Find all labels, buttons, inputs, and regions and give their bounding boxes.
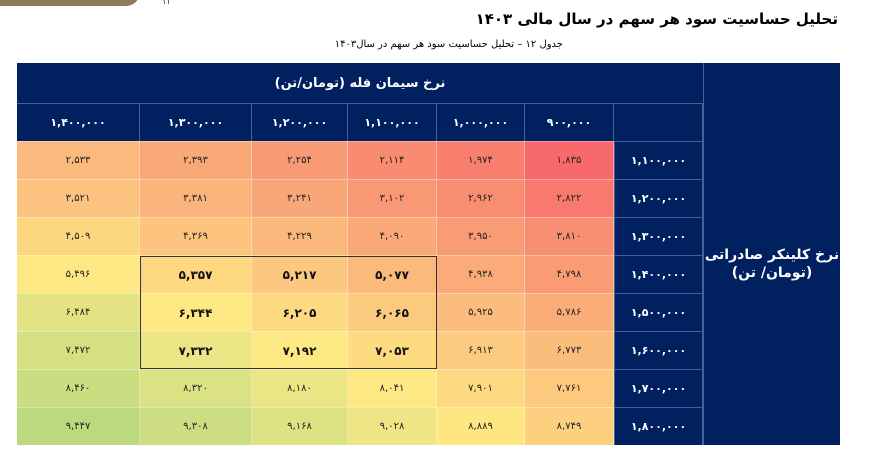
table-cell: ۶,۳۴۴ (140, 293, 252, 331)
table-cell: ۸,۳۲۰ (140, 369, 252, 407)
row-header: ۱,۳۰۰,۰۰۰ (614, 217, 703, 255)
column-header: ۱,۰۰۰,۰۰۰ (437, 104, 525, 141)
table-cell: ۴,۹۳۸ (437, 255, 525, 293)
row-header: ۱,۶۰۰,۰۰۰ (614, 331, 703, 369)
row-group-header: نرخ کلینکر صادراتی (تومان/ تن) (703, 103, 840, 445)
row-header: ۱,۴۰۰,۰۰۰ (614, 255, 703, 293)
table-cell: ۴,۷۹۸ (525, 255, 614, 293)
row-header: ۱,۸۰۰,۰۰۰ (614, 407, 703, 445)
row-group-unit: (تومان/ تن) (731, 265, 813, 281)
table-caption: جدول ۱۲ – تحلیل حساسیت سود هر سهم در سال… (334, 39, 563, 50)
table-cell: ۶,۹۱۳ (437, 331, 525, 369)
table-cell: ۷,۹۰۱ (437, 369, 525, 407)
row-header: ۱,۲۰۰,۰۰۰ (614, 179, 703, 217)
table-cell: ۲,۸۲۲ (525, 179, 614, 217)
table-cell: ۵,۹۲۵ (437, 293, 525, 331)
table-cell: ۱,۸۳۵ (525, 141, 614, 179)
column-header: ۱,۲۰۰,۰۰۰ (252, 104, 348, 141)
page-header-tab (0, 0, 140, 6)
table-cell: ۶,۰۶۵ (348, 293, 437, 331)
table-cell: ۸,۸۸۹ (437, 407, 525, 445)
table-cell: ۵,۳۵۷ (140, 255, 252, 293)
table-cell: ۸,۱۸۰ (252, 369, 348, 407)
table-cell: ۳,۱۰۲ (348, 179, 437, 217)
table-cell: ۵,۲۱۷ (252, 255, 348, 293)
table-cell: ۹,۰۲۸ (348, 407, 437, 445)
table-cell: ۲,۳۹۳ (140, 141, 252, 179)
table-cell: ۹,۳۰۸ (140, 407, 252, 445)
table-cell: ۴,۵۰۹ (17, 217, 140, 255)
table-cell: ۱,۹۷۴ (437, 141, 525, 179)
column-header: ۱,۳۰۰,۰۰۰ (140, 104, 252, 141)
table-cell: ۹,۱۶۸ (252, 407, 348, 445)
table-cell: ۷,۴۷۲ (17, 331, 140, 369)
corner-header (703, 63, 841, 103)
row-header: ۱,۱۰۰,۰۰۰ (614, 141, 703, 179)
table-cell: ۲,۲۵۴ (252, 141, 348, 179)
page-title: تحلیل حساسیت سود هر سهم در سال مالی ۱۴۰۳ (475, 10, 838, 28)
table-cell: ۳,۳۸۱ (140, 179, 252, 217)
table-cell: ۲,۵۳۳ (17, 141, 140, 179)
table-cell: ۷,۳۳۲ (140, 331, 252, 369)
row-header-corner (614, 104, 703, 141)
table-cell: ۸,۷۴۹ (525, 407, 614, 445)
table-cell: ۵,۷۸۶ (525, 293, 614, 331)
table-cell: ۸,۴۶۰ (17, 369, 140, 407)
page-number: ۱۱ (162, 0, 171, 6)
table-cell: ۷,۱۹۲ (252, 331, 348, 369)
table-cell: ۳,۸۱۰ (525, 217, 614, 255)
table-cell: ۸,۰۴۱ (348, 369, 437, 407)
table-cell: ۲,۹۶۲ (437, 179, 525, 217)
row-group-title: نرخ کلینکر صادراتی (704, 247, 840, 263)
table-cell: ۳,۲۴۱ (252, 179, 348, 217)
row-header: ۱,۵۰۰,۰۰۰ (614, 293, 703, 331)
table-cell: ۳,۹۵۰ (437, 217, 525, 255)
table-cell: ۷,۷۶۱ (525, 369, 614, 407)
column-header: ۹۰۰,۰۰۰ (525, 104, 614, 141)
table-cell: ۴,۲۲۹ (252, 217, 348, 255)
row-header: ۱,۷۰۰,۰۰۰ (614, 369, 703, 407)
table-cell: ۶,۷۷۳ (525, 331, 614, 369)
table-cell: ۵,۴۹۶ (17, 255, 140, 293)
column-group-header: نرخ سیمان فله (تومان/تن) (17, 63, 703, 104)
table-cell: ۴,۳۶۹ (140, 217, 252, 255)
table-cell: ۷,۰۵۳ (348, 331, 437, 369)
table-cell: ۲,۱۱۴ (348, 141, 437, 179)
column-header: ۱,۴۰۰,۰۰۰ (17, 104, 140, 141)
table-cell: ۹,۴۴۷ (17, 407, 140, 445)
table-cell: ۶,۲۰۵ (252, 293, 348, 331)
column-header: ۱,۱۰۰,۰۰۰ (348, 104, 437, 141)
sensitivity-table: نرخ سیمان فله (تومان/تن) نرخ کلینکر صادر… (17, 63, 840, 445)
table-cell: ۴,۰۹۰ (348, 217, 437, 255)
table-cell: ۳,۵۲۱ (17, 179, 140, 217)
table-cell: ۶,۴۸۴ (17, 293, 140, 331)
table-cell: ۵,۰۷۷ (348, 255, 437, 293)
